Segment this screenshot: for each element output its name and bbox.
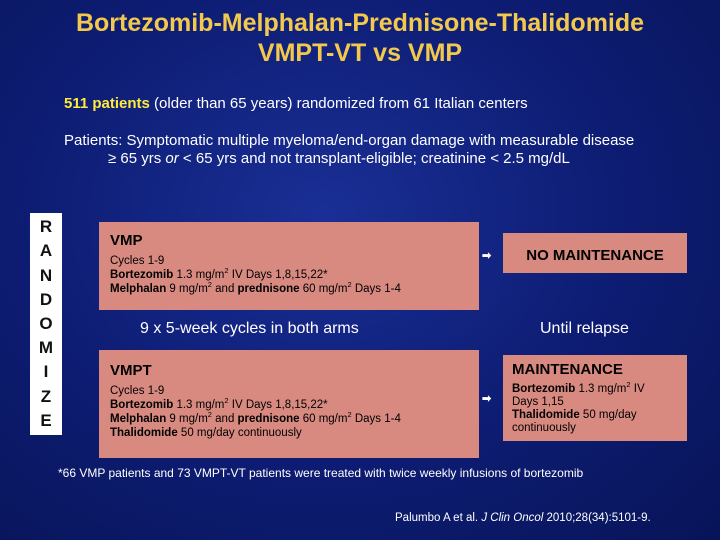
transplant-criterion: < 65 yrs and not transplant-eligible; cr…	[178, 150, 570, 167]
eligibility-criteria: Patients: Symptomatic multiple myeloma/e…	[64, 132, 704, 168]
randomize-letter: I	[43, 362, 49, 382]
vmpt-arm-box: VMPT Cycles 1-9 Bortezomib 1.3 mg/m2 IV …	[99, 350, 479, 458]
age-criterion: ≥ 65 yrs	[108, 150, 166, 167]
maintenance-box: MAINTENANCE Bortezomib 1.3 mg/m2 IV Days…	[503, 355, 687, 441]
maintenance-thalidomide-schedule: continuously	[512, 422, 576, 434]
vmp-cycles: Cycles 1-9	[110, 255, 165, 267]
randomize-letter: D	[39, 289, 53, 309]
maintenance-thalidomide: Thalidomide 50 mg/day	[512, 409, 637, 421]
randomize-letter: R	[39, 217, 53, 237]
arrow-right-icon: ➡	[482, 250, 492, 262]
until-relapse: Until relapse	[540, 320, 629, 337]
cycles-both-arms: 9 x 5-week cycles in both arms	[140, 320, 359, 337]
vmpt-melphalan-prednisone: Melphalan 9 mg/m2 and prednisone 60 mg/m…	[110, 410, 401, 425]
study-summary: 511 patients (older than 65 years) rando…	[64, 95, 528, 112]
patients-count: 511 patients	[64, 95, 150, 112]
randomize-letter: O	[39, 313, 53, 333]
no-maintenance-box: NO MAINTENANCE	[503, 233, 687, 273]
patients-description: (older than 65 years) randomized from 61…	[149, 95, 528, 112]
footnote: *66 VMP patients and 73 VMPT-VT patients…	[58, 466, 584, 480]
randomize-letter: A	[39, 241, 53, 261]
vmpt-bortezomib: Bortezomib 1.3 mg/m2 IV Days 1,8,15,22*	[110, 396, 328, 411]
vmpt-regimen: Cycles 1-9 Bortezomib 1.3 mg/m2 IV Days …	[110, 384, 401, 440]
vmp-melphalan-prednisone: Melphalan 9 mg/m2 and prednisone 60 mg/m…	[110, 280, 401, 295]
arrow-right-icon: ➡	[482, 393, 492, 405]
vmpt-thalidomide: Thalidomide 50 mg/day continuously	[110, 427, 302, 439]
randomize-letter: E	[40, 410, 52, 430]
maintenance-regimen: Bortezomib 1.3 mg/m2 IV Days 1,15 Thalid…	[512, 380, 645, 435]
eligibility-line-1: Patients: Symptomatic multiple myeloma/e…	[64, 132, 635, 149]
randomize-letter: N	[39, 265, 53, 285]
randomize-bar: R A N D O M I Z E	[30, 213, 62, 435]
vmp-bortezomib: Bortezomib 1.3 mg/m2 IV Days 1,8,15,22*	[110, 266, 328, 281]
vmp-regimen: Cycles 1-9 Bortezomib 1.3 mg/m2 IV Days …	[110, 254, 401, 296]
no-maintenance-label: NO MAINTENANCE	[526, 247, 664, 264]
maintenance-title: MAINTENANCE	[512, 361, 623, 378]
or-word: or	[165, 150, 179, 167]
maintenance-bortezomib-days: Days 1,15	[512, 396, 564, 408]
eligibility-line-2: ≥ 65 yrs or < 65 yrs and not transplant-…	[64, 150, 704, 168]
citation: Palumbo A et al. J Clin Oncol 2010;28(34…	[395, 512, 651, 524]
vmpt-cycles: Cycles 1-9	[110, 385, 165, 397]
title-line-1: Bortezomib-Melphalan-Prednisone-Thalidom…	[75, 9, 645, 37]
vmp-title: VMP	[110, 232, 143, 249]
slide-title: Bortezomib-Melphalan-Prednisone-Thalidom…	[0, 8, 720, 68]
title-line-2: VMPT-VT vs VMP	[257, 39, 463, 67]
randomize-letter: M	[38, 338, 54, 358]
randomize-letter: Z	[40, 386, 52, 406]
maintenance-bortezomib: Bortezomib 1.3 mg/m2 IV	[512, 380, 645, 395]
vmpt-title: VMPT	[110, 362, 152, 379]
vmp-arm-box: VMP Cycles 1-9 Bortezomib 1.3 mg/m2 IV D…	[99, 222, 479, 310]
